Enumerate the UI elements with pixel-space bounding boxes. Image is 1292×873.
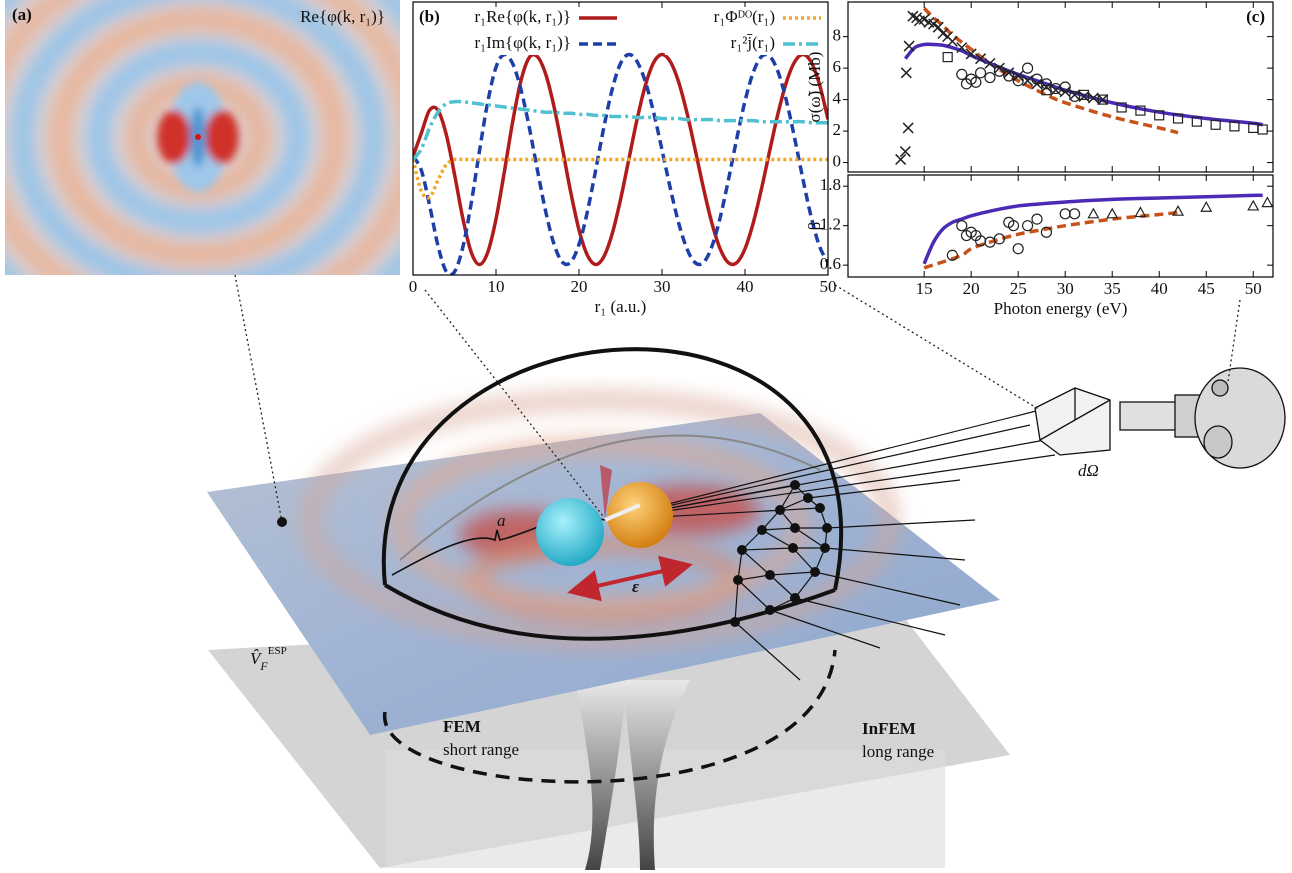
detector bbox=[1035, 368, 1285, 468]
field-label: ε bbox=[632, 577, 639, 596]
fem-range: short range bbox=[443, 740, 519, 759]
fem-label: FEM bbox=[443, 717, 481, 736]
nucleus bbox=[195, 134, 201, 140]
panel-title: Re{φ(k, r₁)} bbox=[300, 7, 385, 26]
x-tick-label: 15 bbox=[916, 279, 933, 298]
legend-label: r₁Re{φ(k, r₁)} bbox=[474, 7, 571, 26]
infem-label: InFEM bbox=[862, 719, 916, 738]
chart-panel: 0 10 20 30 40 50 r₁ (a.u.) (b) r₁Re{φ(k, r₁)} r₁I… bbox=[409, 2, 837, 316]
x-tick-label: 35 bbox=[1104, 279, 1121, 298]
panel-label: (b) bbox=[419, 7, 440, 26]
x-tick-label: 10 bbox=[488, 277, 505, 296]
x-tick-label: 0 bbox=[409, 277, 418, 296]
panel-a: (a) Re{φ(k, r₁)} bbox=[0, 0, 450, 353]
legend-label: r₁²j̄(r₁) bbox=[731, 33, 775, 52]
x-tick-label: 50 bbox=[1245, 279, 1262, 298]
x-axis-label: Photon energy (eV) bbox=[994, 299, 1128, 318]
x-axis-label: r₁ (a.u.) bbox=[595, 297, 647, 316]
y-axis-label: β bbox=[805, 222, 824, 231]
potential-sup: ESP bbox=[268, 645, 287, 657]
y-tick-label: 4 bbox=[833, 88, 842, 107]
atom-left bbox=[536, 498, 604, 566]
plane-shade bbox=[385, 750, 945, 868]
legend-label: r₁Φᴰᴼ(r₁) bbox=[714, 7, 775, 26]
solid-angle-label: dΩ bbox=[1078, 461, 1099, 480]
x-tick-label: 45 bbox=[1198, 279, 1215, 298]
x-tick-label: 30 bbox=[654, 277, 671, 296]
x-tick-label: 20 bbox=[963, 279, 980, 298]
y-tick-label: 8 bbox=[833, 26, 842, 45]
chart-panel: 0 2 4 6 8 σ(ω̃) (Mb) (c) bbox=[805, 2, 1273, 172]
y-tick-label: 0.6 bbox=[820, 254, 841, 273]
legend-label: r₁Im{φ(k, r₁)} bbox=[474, 33, 571, 52]
diagram: a ε dΩ V̂FESP FEM short range InFEM long… bbox=[207, 275, 1285, 870]
x-tick-label: 40 bbox=[1151, 279, 1168, 298]
y-tick-label: 2 bbox=[833, 120, 842, 139]
y-tick-label: 0 bbox=[833, 151, 842, 170]
x-tick-label: 40 bbox=[737, 277, 754, 296]
infem-range: long range bbox=[862, 742, 934, 761]
x-tick-label: 25 bbox=[1010, 279, 1027, 298]
panel-label: (a) bbox=[12, 5, 32, 24]
y-tick-label: 1.8 bbox=[820, 175, 841, 194]
panel-label: (c) bbox=[1246, 7, 1265, 26]
x-tick-label: 50 bbox=[820, 277, 837, 296]
radius-label: a bbox=[497, 511, 506, 530]
x-tick-label: 30 bbox=[1057, 279, 1074, 298]
y-tick-label: 6 bbox=[833, 57, 842, 76]
x-tick-label: 20 bbox=[571, 277, 588, 296]
y-axis-label: σ(ω̃) (Mb) bbox=[805, 52, 824, 123]
figure: (a) Re{φ(k, r₁)} bbox=[0, 0, 1292, 873]
potential-sub: F bbox=[259, 659, 268, 673]
